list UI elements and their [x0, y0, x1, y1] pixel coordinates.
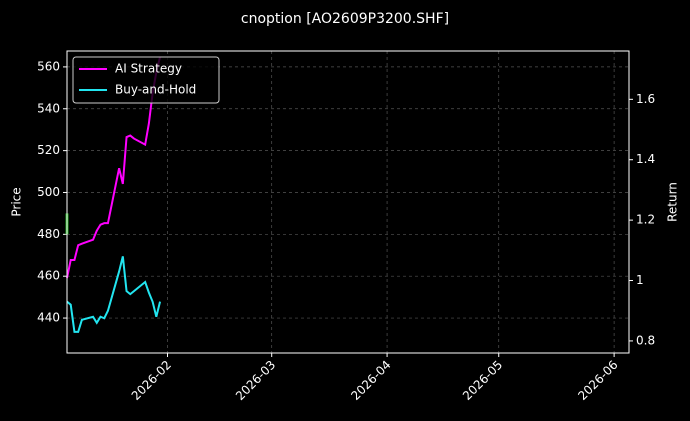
y2-tick-label: 1.4 — [636, 152, 655, 166]
y-tick-label: 520 — [37, 143, 60, 157]
y-tick-label: 440 — [37, 311, 60, 325]
y2-tick-label: 1 — [636, 273, 644, 287]
y-tick-label: 560 — [37, 59, 60, 73]
y2-axis-label: Return — [666, 182, 680, 222]
y-tick-label: 460 — [37, 269, 60, 283]
y2-tick-label: 0.8 — [636, 333, 655, 347]
legend-label: Buy-and-Hold — [115, 83, 196, 97]
y-tick-label: 540 — [37, 101, 60, 115]
y-tick-label: 500 — [37, 185, 60, 199]
series-line — [66, 56, 162, 279]
y2-tick-label: 1.2 — [636, 213, 655, 227]
y-tick-label: 480 — [37, 227, 60, 241]
y-axis-label: Price — [10, 187, 24, 216]
legend-box — [72, 56, 220, 104]
plot-frame — [66, 50, 630, 354]
chart-title: cnoption [AO2609P3200.SHF] — [241, 11, 449, 27]
legend-label: AI Strategy — [115, 62, 182, 76]
series-line — [66, 256, 162, 333]
y2-tick-label: 1.6 — [636, 92, 655, 106]
